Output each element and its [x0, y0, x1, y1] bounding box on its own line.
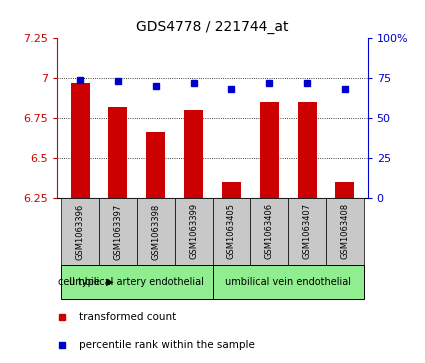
Text: GSM1063397: GSM1063397 — [113, 203, 122, 260]
Bar — [71, 83, 90, 198]
Bar — [184, 110, 203, 198]
Bar — [250, 198, 288, 265]
Text: GSM1063407: GSM1063407 — [303, 203, 312, 260]
Bar — [335, 182, 354, 198]
Text: umbilical artery endothelial: umbilical artery endothelial — [69, 277, 204, 287]
Bar — [212, 198, 250, 265]
Text: GSM1063405: GSM1063405 — [227, 203, 236, 260]
Bar — [326, 198, 364, 265]
Text: GSM1063398: GSM1063398 — [151, 203, 160, 260]
Text: GSM1063406: GSM1063406 — [265, 203, 274, 260]
Bar — [260, 102, 279, 198]
Title: GDS4778 / 221744_at: GDS4778 / 221744_at — [136, 20, 289, 34]
Text: GSM1063408: GSM1063408 — [340, 203, 349, 260]
Text: GSM1063399: GSM1063399 — [189, 203, 198, 260]
Bar — [212, 265, 364, 299]
Text: percentile rank within the sample: percentile rank within the sample — [79, 340, 255, 350]
Bar — [99, 198, 137, 265]
Bar — [61, 265, 212, 299]
Bar — [222, 182, 241, 198]
Bar — [137, 198, 175, 265]
Bar — [146, 132, 165, 198]
Text: transformed count: transformed count — [79, 312, 176, 322]
Text: GSM1063396: GSM1063396 — [76, 203, 85, 260]
Text: cell type  ▶: cell type ▶ — [58, 277, 114, 287]
Bar — [61, 198, 99, 265]
Bar — [288, 198, 326, 265]
Bar — [108, 107, 128, 198]
Bar — [298, 102, 317, 198]
Text: umbilical vein endothelial: umbilical vein endothelial — [225, 277, 351, 287]
Bar — [175, 198, 212, 265]
